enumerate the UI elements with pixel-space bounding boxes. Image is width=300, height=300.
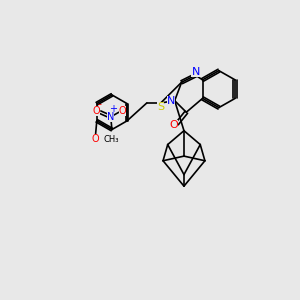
Text: N: N [167, 96, 176, 106]
Text: N: N [191, 67, 200, 77]
Text: S: S [157, 102, 164, 112]
Text: O: O [92, 134, 99, 144]
Text: CH₃: CH₃ [104, 135, 119, 144]
Text: O: O [118, 106, 126, 116]
Text: O: O [169, 120, 178, 130]
Text: +: + [110, 104, 118, 114]
Text: O: O [92, 106, 100, 116]
Text: -: - [97, 99, 101, 109]
Text: N: N [107, 112, 114, 122]
